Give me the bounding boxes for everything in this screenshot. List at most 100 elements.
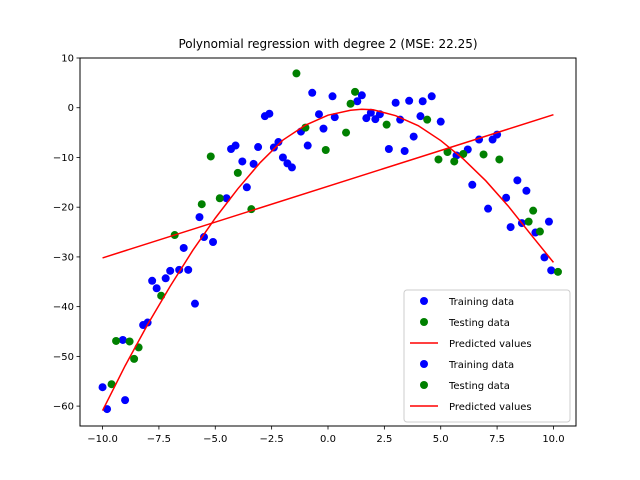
y-tick-label-7: 10 bbox=[61, 54, 74, 65]
training-data-point-37 bbox=[330, 113, 339, 122]
training-data-point-25 bbox=[265, 109, 274, 118]
legend-marker-4 bbox=[420, 381, 428, 389]
x-tick-label-5: 2.5 bbox=[376, 434, 392, 445]
legend-box bbox=[403, 289, 571, 423]
training-data-point-61 bbox=[502, 193, 511, 202]
training-data-point-44 bbox=[384, 145, 393, 154]
training-data-point-8 bbox=[161, 274, 170, 283]
training-data-point-27 bbox=[274, 138, 283, 147]
testing-data-point-7 bbox=[197, 200, 206, 209]
training-data-point-23 bbox=[254, 143, 263, 152]
legend-label-4: Testing data bbox=[448, 381, 510, 392]
predicted-line-linear bbox=[102, 113, 554, 259]
training-data-point-48 bbox=[405, 96, 414, 105]
training-data-point-14 bbox=[195, 213, 204, 222]
testing-data-point-2 bbox=[125, 337, 134, 346]
legend-marker-1 bbox=[420, 318, 428, 326]
testing-data-point-22 bbox=[450, 157, 459, 166]
testing-data-point-29 bbox=[553, 267, 562, 276]
training-data-point-53 bbox=[436, 117, 445, 126]
legend-marker-0 bbox=[420, 297, 428, 305]
testing-data-point-15 bbox=[342, 128, 351, 137]
training-data-point-65 bbox=[522, 186, 531, 195]
testing-data-point-8 bbox=[206, 152, 215, 161]
legend: Training data Testing data Predicted value… bbox=[403, 289, 571, 423]
y-tick-label-6: 0 bbox=[68, 103, 74, 114]
testing-data-point-0 bbox=[107, 380, 116, 389]
y-tick-label-2: −40 bbox=[53, 302, 74, 313]
testing-data-point-28 bbox=[535, 227, 544, 236]
y-tick-label-1: −50 bbox=[53, 352, 74, 363]
training-data-point-2 bbox=[118, 335, 127, 344]
x-tick-label-1: −7.5 bbox=[147, 434, 171, 445]
testing-data-point-19 bbox=[423, 115, 432, 124]
testing-data-point-25 bbox=[495, 155, 504, 164]
x-tick-label-7: 7.5 bbox=[489, 434, 505, 445]
legend-label-3: Training data bbox=[448, 360, 514, 371]
plot-area bbox=[98, 69, 562, 414]
y-tick-label-3: −30 bbox=[53, 252, 74, 263]
training-data-point-12 bbox=[184, 265, 193, 274]
training-data-point-32 bbox=[303, 141, 312, 150]
legend-label-0: Training data bbox=[448, 297, 514, 308]
training-data-point-52 bbox=[427, 92, 436, 101]
testing-data-point-16 bbox=[346, 99, 355, 108]
training-data-point-15 bbox=[200, 233, 208, 242]
testing-data-point-21 bbox=[443, 147, 452, 156]
x-tick-label-2: −5.0 bbox=[203, 434, 227, 445]
training-data-point-36 bbox=[328, 92, 337, 101]
training-data-point-40 bbox=[362, 114, 371, 123]
training-data-point-11 bbox=[179, 243, 188, 252]
testing-data-point-20 bbox=[434, 155, 443, 164]
training-data-point-56 bbox=[468, 180, 477, 189]
testing-data-point-26 bbox=[524, 217, 533, 226]
training-data-point-69 bbox=[547, 266, 556, 275]
legend-label-1: Testing data bbox=[448, 318, 510, 329]
training-data-point-3 bbox=[121, 396, 130, 405]
training-data-point-33 bbox=[308, 88, 317, 97]
legend-marker-3 bbox=[420, 360, 428, 368]
training-data-point-34 bbox=[314, 110, 323, 119]
training-data-point-67 bbox=[540, 253, 549, 262]
x-tick-label-3: −2.5 bbox=[259, 434, 283, 445]
y-tick-label-5: −10 bbox=[53, 153, 74, 164]
training-data-point-26 bbox=[269, 143, 278, 152]
training-data-point-63 bbox=[513, 176, 522, 185]
training-data-point-16 bbox=[209, 238, 218, 246]
training-data-point-19 bbox=[231, 141, 240, 150]
training-data-point-50 bbox=[416, 112, 425, 121]
training-data-point-21 bbox=[242, 183, 251, 192]
training-data-point-68 bbox=[544, 217, 553, 226]
testing-data-point-9 bbox=[215, 194, 224, 203]
training-data-point-20 bbox=[238, 157, 247, 166]
training-data-point-51 bbox=[418, 97, 427, 106]
testing-data-point-27 bbox=[529, 206, 538, 215]
testing-data-point-18 bbox=[382, 120, 391, 129]
testing-data-point-12 bbox=[292, 69, 301, 78]
testing-data-point-3 bbox=[130, 354, 139, 363]
x-tick-label-8: 10.0 bbox=[542, 434, 564, 445]
training-data-point-9 bbox=[166, 266, 175, 275]
training-data-point-0 bbox=[98, 383, 107, 392]
testing-data-point-1 bbox=[112, 336, 121, 345]
training-data-point-22 bbox=[249, 159, 258, 168]
training-data-point-49 bbox=[409, 132, 418, 141]
testing-data-point-23 bbox=[459, 149, 468, 158]
training-data-point-30 bbox=[287, 163, 296, 172]
training-data-point-58 bbox=[484, 204, 493, 213]
training-data-point-47 bbox=[400, 146, 409, 155]
training-data-point-28 bbox=[278, 153, 287, 162]
y-tick-label-0: −60 bbox=[53, 402, 74, 413]
chart-title: Polynomial regression with degree 2 (MSE… bbox=[178, 37, 477, 51]
training-data-point-41 bbox=[366, 108, 375, 117]
training-data-point-45 bbox=[391, 98, 400, 107]
training-data-point-7 bbox=[152, 284, 161, 293]
training-data-point-39 bbox=[357, 91, 366, 100]
legend-label-2: Predicted values bbox=[449, 339, 532, 350]
y-tick-label-4: −20 bbox=[53, 203, 74, 214]
x-tick-label-6: 5.0 bbox=[433, 434, 449, 445]
legend-label-5: Predicted values bbox=[449, 402, 532, 413]
training-data-point-13 bbox=[190, 299, 199, 308]
training-data-point-46 bbox=[396, 115, 405, 124]
